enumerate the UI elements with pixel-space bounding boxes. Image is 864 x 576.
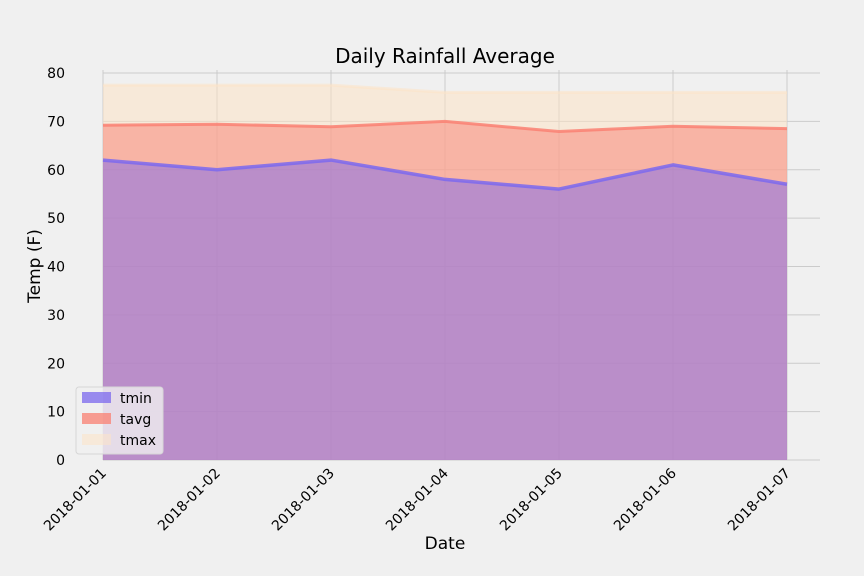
x-tick-label: 2018-01-05 (497, 466, 566, 535)
y-tick-label: 40 (47, 260, 65, 276)
x-tick-labels: 2018-01-01 2018-01-02 2018-01-03 2018-01-04… (41, 465, 794, 534)
line-tmax (103, 83, 787, 94)
chart-title: Daily Rainfall Average (335, 44, 555, 68)
legend-swatch-tmax (82, 434, 111, 445)
x-tick-label: 2018-01-02 (155, 466, 224, 535)
x-tick-label: 2018-01-07 (725, 466, 794, 535)
y-tick-label: 70 (47, 114, 65, 130)
legend-swatch-tavg (82, 413, 111, 424)
x-axis-title: Date (425, 534, 466, 554)
y-tick-label: 30 (47, 308, 65, 324)
y-tick-labels: 0 10 20 30 40 50 60 70 80 (47, 66, 65, 469)
y-tick-label: 80 (47, 66, 65, 82)
area-tmin (103, 160, 787, 460)
y-tick-label: 20 (47, 356, 65, 372)
y-tick-label: 10 (47, 405, 65, 421)
legend-label-tmax: tmax (120, 433, 156, 449)
series-areas (103, 85, 787, 460)
series-lines (102, 83, 788, 191)
legend: tmin tavg tmax (75, 386, 164, 455)
y-tick-label: 0 (56, 453, 65, 469)
x-tick-label: 2018-01-01 (41, 466, 110, 535)
x-tick-label: 2018-01-03 (269, 466, 338, 535)
legend-swatch-tmin (82, 392, 111, 403)
line-tavg (102, 119, 788, 134)
x-tick-label: 2018-01-06 (611, 465, 680, 534)
y-tick-label: 50 (47, 211, 65, 227)
y-axis-title: Temp (F) (25, 229, 45, 304)
legend-label-tmin: tmin (120, 391, 152, 407)
x-tick-label: 2018-01-04 (383, 465, 452, 534)
line-tmin (102, 158, 788, 191)
legend-label-tavg: tavg (120, 412, 151, 428)
y-tick-label: 60 (47, 163, 65, 179)
